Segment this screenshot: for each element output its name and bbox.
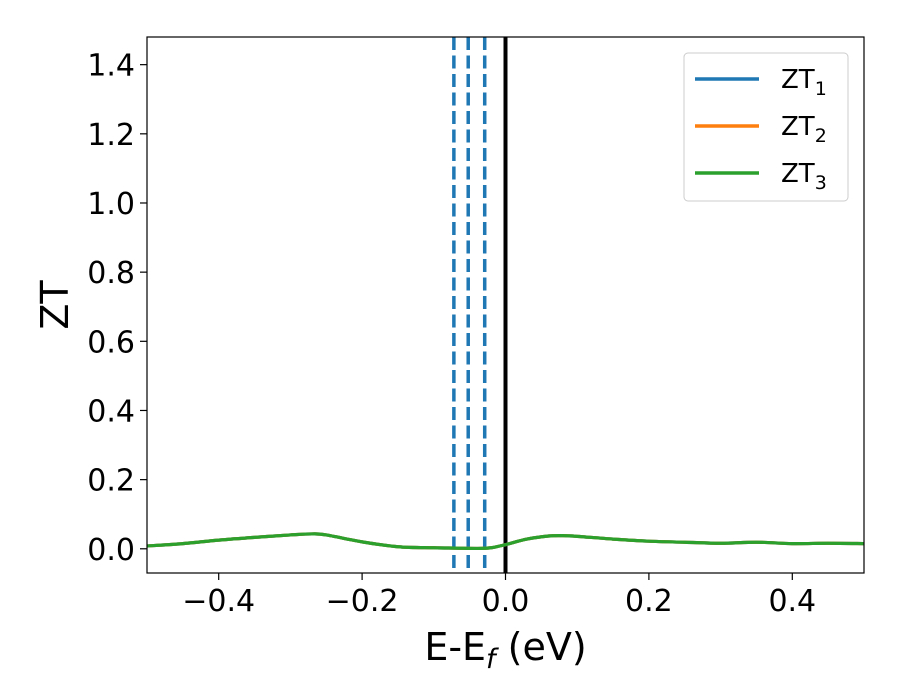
- legend-label-3: ZT3: [781, 159, 827, 194]
- x-tick-label: 0.0: [482, 584, 530, 619]
- y-tick-label: 0.4: [87, 394, 135, 429]
- legend-label-name: ZT: [781, 112, 815, 142]
- x-axis-label-unit: (eV): [496, 625, 587, 669]
- y-tick-label: 0.0: [87, 533, 135, 568]
- legend-box: [683, 52, 849, 202]
- axes: −0.4 −0.2 0.0 0.2 0.4 0.0 0.2 0.4 0.6 0.8 1.0 1.2 1.…: [33, 36, 865, 675]
- y-tick-label: 1.2: [87, 118, 135, 153]
- x-tick-label: 0.2: [625, 584, 673, 619]
- x-tick-label: 0.4: [768, 584, 816, 619]
- x-axis-label: E-Ef (eV): [424, 625, 586, 675]
- x-tick-label: −0.4: [182, 584, 255, 619]
- series-3: [147, 532, 864, 551]
- y-tick-label: 0.6: [87, 325, 135, 360]
- x-tick-label: −0.2: [326, 584, 399, 619]
- y-tick-label: 0.2: [87, 464, 135, 499]
- plot-area: [147, 37, 864, 573]
- y-tick-label: 0.8: [87, 256, 135, 291]
- x-axis-label-main: E-E: [424, 625, 486, 669]
- legend-label-name: ZT: [781, 65, 815, 95]
- series-line-3: [147, 532, 864, 551]
- legend-label-2: ZT2: [781, 112, 827, 147]
- y-tick-label: 1.4: [87, 49, 135, 84]
- legend-label-subscript: 3: [815, 172, 827, 194]
- legend-label-name: ZT: [781, 159, 815, 189]
- legend-label-1: ZT1: [781, 65, 827, 100]
- y-axis-label: ZT: [33, 280, 77, 330]
- legend-label-subscript: 1: [815, 78, 827, 100]
- legend-label-subscript: 2: [815, 125, 827, 147]
- y-tick-label: 1.0: [87, 187, 135, 222]
